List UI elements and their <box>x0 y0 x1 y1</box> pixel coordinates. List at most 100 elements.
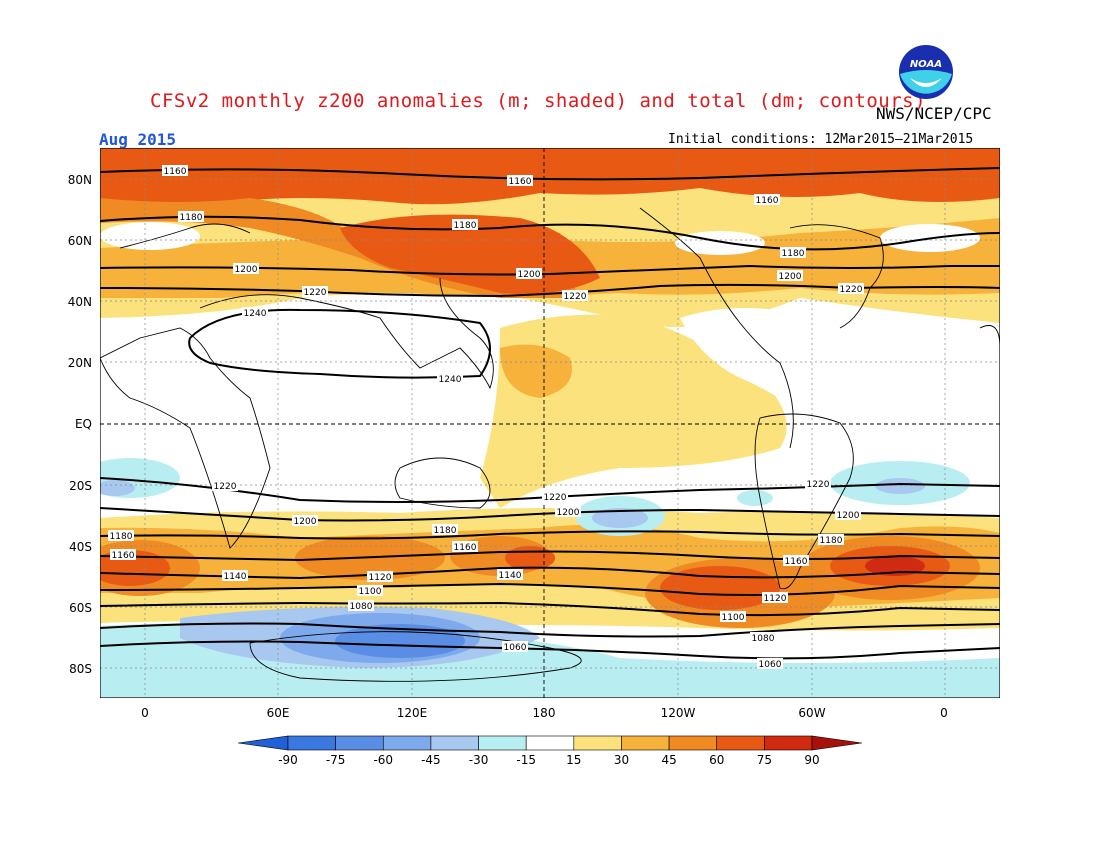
colorbar-tick-label: -60 <box>373 753 393 767</box>
anomaly-shading <box>100 148 1000 698</box>
colorbar-tick-label: -30 <box>469 753 489 767</box>
chart-title: CFSv2 monthly z200 anomalies (m; shaded)… <box>150 90 927 112</box>
svg-text:1160: 1160 <box>756 196 779 206</box>
svg-text:1200: 1200 <box>235 265 258 275</box>
lat-label: 20S <box>69 479 92 493</box>
svg-text:1180: 1180 <box>782 249 805 259</box>
colorbar-swatch <box>382 735 432 751</box>
colorbar-tick-label: -75 <box>326 753 346 767</box>
svg-text:1180: 1180 <box>454 221 477 231</box>
colorbar-tick-label: 90 <box>804 753 819 767</box>
colorbar: -90 -75 -60 -45 -30 -15 15 30 45 60 75 90 <box>238 735 862 767</box>
lon-label: 0 <box>141 706 149 720</box>
colorbar-swatch <box>478 735 527 751</box>
svg-text:1160: 1160 <box>454 543 477 553</box>
colorbar-arrow-low <box>238 735 289 751</box>
colorbar-tick-label: 30 <box>614 753 629 767</box>
svg-text:1220: 1220 <box>544 493 567 503</box>
lon-label: 120W <box>660 706 696 720</box>
contour-label: 1160 <box>452 541 478 553</box>
contour-label: 1120 <box>762 592 788 604</box>
svg-text:1240: 1240 <box>439 375 462 385</box>
contour-label: 1100 <box>357 585 383 597</box>
svg-text:1200: 1200 <box>294 517 317 527</box>
initial-conditions: Initial conditions: 12Mar2015–21Mar2015 <box>668 132 974 147</box>
svg-text:1120: 1120 <box>369 573 392 583</box>
colorbar-arrow-high <box>811 735 862 751</box>
lat-label: EQ <box>74 417 92 431</box>
noaa-logo-text: NOAA <box>910 59 942 70</box>
contour-label: 1180 <box>818 534 844 546</box>
organization-label: NWS/NCEP/CPC <box>876 104 992 123</box>
contour-label: 1120 <box>367 571 393 583</box>
colorbar-tick-label: 60 <box>709 753 724 767</box>
contour-label: 1060 <box>757 658 783 670</box>
svg-text:1180: 1180 <box>820 536 843 546</box>
svg-text:1220: 1220 <box>807 480 830 490</box>
svg-text:1060: 1060 <box>759 660 782 670</box>
contour-label: 1220 <box>562 290 588 302</box>
contour-label: 1220 <box>838 283 864 295</box>
svg-text:1080: 1080 <box>350 602 373 612</box>
colorbar-tick-label: 75 <box>757 753 772 767</box>
svg-text:1180: 1180 <box>180 213 203 223</box>
svg-text:1180: 1180 <box>434 526 457 536</box>
contour-label: 1200 <box>555 506 581 518</box>
contour-label: 1160 <box>507 175 533 187</box>
lat-label: 40S <box>69 540 92 554</box>
contour-label: 1180 <box>108 530 134 542</box>
svg-text:1240: 1240 <box>244 309 267 319</box>
colorbar-swatch <box>573 735 622 751</box>
coastlines <box>100 207 1000 682</box>
contour-label: 1180 <box>432 524 458 536</box>
svg-text:1060: 1060 <box>504 643 527 653</box>
svg-text:1100: 1100 <box>359 587 382 597</box>
contour-label: 1220 <box>805 478 831 490</box>
svg-text:1220: 1220 <box>840 285 863 295</box>
contour-label: 1100 <box>720 611 746 623</box>
svg-text:1160: 1160 <box>785 557 808 567</box>
svg-text:1220: 1220 <box>564 292 587 302</box>
lat-label: 80S <box>69 662 92 676</box>
equator-and-dateline <box>100 148 1000 698</box>
svg-text:1200: 1200 <box>837 511 860 521</box>
contour-label: 1220 <box>212 480 238 492</box>
colorbar-swatch <box>668 735 718 751</box>
contour-label: 1240 <box>437 373 463 385</box>
svg-text:1160: 1160 <box>164 167 187 177</box>
lon-label: 0 <box>940 706 948 720</box>
colorbar-tick-label: -45 <box>421 753 441 767</box>
svg-text:1100: 1100 <box>722 613 745 623</box>
contour-label: 1160 <box>754 194 780 206</box>
contour-label: 1200 <box>233 263 259 275</box>
contour-label: 1220 <box>542 491 568 503</box>
lon-label: 120E <box>396 706 428 720</box>
forecast-month: Aug 2015 <box>99 130 177 149</box>
colorbar-tick-label: 15 <box>566 753 581 767</box>
svg-text:1220: 1220 <box>214 482 237 492</box>
lat-label: 60S <box>69 601 92 615</box>
lon-label: 180 <box>532 706 556 720</box>
lat-label: 40N <box>67 295 92 309</box>
colorbar-swatch <box>430 735 479 751</box>
contour-label: 1140 <box>497 569 523 581</box>
colorbar-swatch <box>335 735 384 751</box>
contour-label: 1140 <box>222 570 248 582</box>
colorbar-tick-label: -15 <box>516 753 536 767</box>
contour-label: 1200 <box>292 515 318 527</box>
colorbar-swatch <box>716 735 765 751</box>
contour-label: 1200 <box>516 268 542 280</box>
contour-label: 1200 <box>777 270 803 282</box>
contour-label: 1160 <box>110 549 136 561</box>
colorbar-swatch <box>621 735 670 751</box>
lat-label: 60N <box>67 234 92 248</box>
contour-label: 1220 <box>302 286 328 298</box>
svg-text:1120: 1120 <box>764 594 787 604</box>
colorbar-swatch <box>287 735 336 751</box>
svg-text:1200: 1200 <box>779 272 802 282</box>
contour-label: 1180 <box>452 219 478 231</box>
contour-label: 1060 <box>502 641 528 653</box>
anomaly-map: 1160 1160 1160 1180 1180 1180 1200 1200 … <box>100 148 1000 698</box>
lon-label: 60W <box>798 706 826 720</box>
svg-text:1220: 1220 <box>304 288 327 298</box>
